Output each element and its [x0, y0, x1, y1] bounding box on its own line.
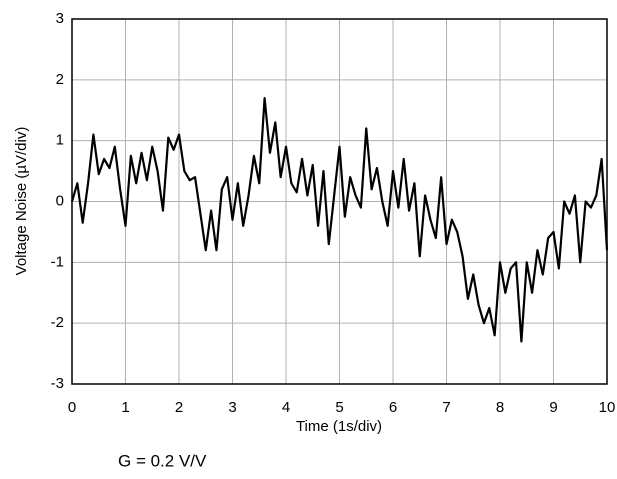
y-axis-title: Voltage Noise (µV/div) — [13, 127, 30, 276]
x-axis-title: Time (1s/div) — [296, 418, 382, 435]
y-tick-label: 2 — [56, 71, 64, 88]
x-tick-label: 6 — [389, 399, 397, 416]
x-tick-label: 8 — [496, 399, 504, 416]
x-tick-label: 4 — [282, 399, 290, 416]
y-tick-label: 3 — [56, 10, 64, 27]
noise-line — [70, 96, 609, 343]
y-tick-label: 0 — [56, 192, 64, 209]
x-tick-label: 7 — [442, 399, 450, 416]
y-tick-label: -3 — [51, 375, 64, 392]
x-tick-label: 2 — [175, 399, 183, 416]
annotation: G = 0.2 V/V — [118, 451, 207, 470]
y-tick-label: 1 — [56, 132, 64, 149]
x-tick-label: 0 — [68, 399, 76, 416]
y-tick-label: -1 — [51, 253, 64, 270]
x-tick-label: 1 — [121, 399, 129, 416]
x-tick-label: 3 — [228, 399, 236, 416]
x-tick-label: 9 — [549, 399, 557, 416]
x-tick-label: 5 — [335, 399, 343, 416]
x-tick-label: 10 — [599, 399, 616, 416]
y-tick-label: -2 — [51, 314, 64, 331]
